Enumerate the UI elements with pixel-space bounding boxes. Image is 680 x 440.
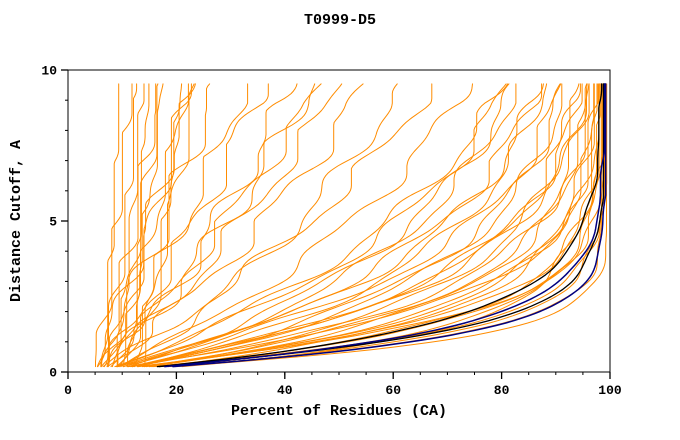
chart-title: T0999-D5 <box>304 12 376 29</box>
model-curve-orange <box>167 83 607 368</box>
x-tick-label: 60 <box>385 383 401 398</box>
model-curve-orange <box>100 83 316 368</box>
y-axis-label: Distance Cutoff, A <box>8 140 25 302</box>
x-tick-label: 0 <box>64 383 72 398</box>
model-curve-orange <box>131 83 583 368</box>
model-curve-orange <box>148 83 595 368</box>
model-curve-orange <box>159 83 599 368</box>
model-curve-orange <box>116 83 562 368</box>
y-tick-label: 10 <box>41 64 57 79</box>
model-curve-orange <box>118 83 322 368</box>
model-curve-orange <box>116 83 517 368</box>
model-curve-orange <box>181 83 595 368</box>
model-curve-orange <box>100 83 120 368</box>
y-tick-label: 5 <box>49 215 57 230</box>
model-curve-orange <box>122 83 164 368</box>
model-curve-black <box>156 83 603 368</box>
model-curve-navy <box>163 83 606 368</box>
model-curve-orange <box>130 83 588 368</box>
model-curve-orange <box>127 83 581 368</box>
model-curve-orange <box>136 83 561 368</box>
model-curve-orange <box>114 83 507 368</box>
curves-layer <box>95 83 608 368</box>
model-curve-black <box>158 83 605 368</box>
model-curve-orange <box>128 83 543 368</box>
model-curve-orange <box>117 83 473 368</box>
model-curve-orange <box>144 83 183 368</box>
model-curve-orange <box>132 83 548 368</box>
ticks-layer: 0 20 40 60 80 100 0 5 10 <box>41 64 622 399</box>
model-curve-orange <box>116 83 145 368</box>
model-curve-orange <box>122 83 510 368</box>
model-curve-orange <box>174 83 608 368</box>
model-curve-orange <box>96 83 211 368</box>
model-curve-orange <box>106 83 138 368</box>
x-tick-label: 20 <box>169 383 185 398</box>
x-tick-label: 40 <box>277 383 293 398</box>
model-curve-orange <box>149 83 580 368</box>
model-curve-orange <box>134 83 195 368</box>
x-tick-label: 100 <box>598 383 622 398</box>
model-curve-navy <box>172 83 607 368</box>
x-tick-label: 80 <box>494 383 510 398</box>
model-curve-orange <box>131 83 590 368</box>
model-curve-orange <box>117 83 189 368</box>
model-curve-orange <box>153 83 602 368</box>
model-curve-orange <box>127 83 150 368</box>
model-curve-orange <box>100 83 157 368</box>
model-curve-orange <box>110 83 343 368</box>
model-curve-orange <box>164 83 601 368</box>
model-curve-orange <box>102 83 433 368</box>
model-curve-orange <box>107 83 364 368</box>
model-curve-orange <box>137 83 600 368</box>
model-curve-orange <box>115 83 509 368</box>
y-tick-label: 0 <box>49 366 57 381</box>
model-curve-orange <box>137 83 605 368</box>
x-axis-label: Percent of Residues (CA) <box>231 403 447 420</box>
model-curve-orange <box>120 83 398 368</box>
model-curve-orange <box>107 83 249 368</box>
